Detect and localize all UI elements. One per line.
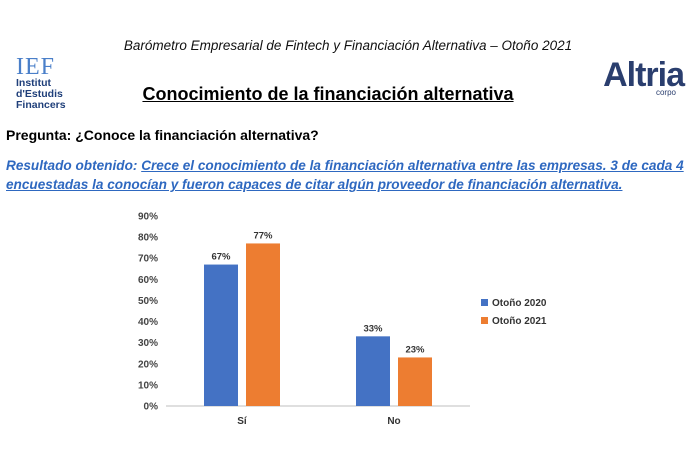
y-tick-label: 30% bbox=[138, 338, 158, 349]
data-label: 67% bbox=[211, 252, 231, 263]
y-tick-label: 90% bbox=[138, 212, 158, 223]
y-tick-label: 0% bbox=[144, 402, 159, 413]
bar-2021-1 bbox=[398, 357, 432, 406]
data-label: 33% bbox=[363, 323, 383, 334]
legend-swatch bbox=[481, 317, 488, 324]
legend-label: Otoño 2020 bbox=[492, 298, 547, 309]
altria-logo: Altria corpo bbox=[584, 56, 685, 97]
result-paragraph: Resultado obtenido: Crece el conocimient… bbox=[6, 156, 688, 194]
data-label: 23% bbox=[405, 344, 425, 355]
ief-line-2: d'Estudis bbox=[16, 88, 63, 100]
ief-mark: IEF bbox=[16, 54, 55, 80]
y-tick-label: 10% bbox=[138, 380, 158, 391]
x-category-label: No bbox=[387, 416, 400, 427]
y-tick-label: 50% bbox=[138, 296, 158, 307]
ief-logo: IEF Institut d'Estudis Financers bbox=[16, 54, 86, 111]
y-tick-label: 20% bbox=[138, 359, 158, 370]
bar-2020-1 bbox=[356, 336, 390, 406]
result-text: Crece el conocimiento de la financiación… bbox=[6, 158, 684, 192]
y-tick-label: 60% bbox=[138, 275, 158, 286]
ief-line-1: Institut bbox=[16, 77, 51, 89]
altria-word: Altria bbox=[603, 56, 685, 94]
x-category-label: Sí bbox=[237, 416, 248, 427]
bar-2020-0 bbox=[204, 264, 238, 406]
bar-2021-0 bbox=[246, 243, 280, 406]
report-subtitle: Barómetro Empresarial de Fintech y Finan… bbox=[123, 38, 573, 53]
ief-line-3: Financers bbox=[16, 99, 66, 111]
legend-label: Otoño 2021 bbox=[492, 316, 547, 327]
data-label: 77% bbox=[253, 230, 273, 241]
y-tick-label: 70% bbox=[138, 254, 158, 265]
y-tick-label: 80% bbox=[138, 233, 158, 244]
question-text: Pregunta: ¿Conoce la financiación altern… bbox=[6, 127, 319, 143]
result-label: Resultado obtenido: bbox=[6, 158, 138, 173]
page-title: Conocimiento de la financiación alternat… bbox=[142, 84, 514, 104]
y-tick-label: 40% bbox=[138, 317, 158, 328]
legend-swatch bbox=[481, 299, 488, 306]
altria-sub: corpo bbox=[655, 88, 676, 97]
